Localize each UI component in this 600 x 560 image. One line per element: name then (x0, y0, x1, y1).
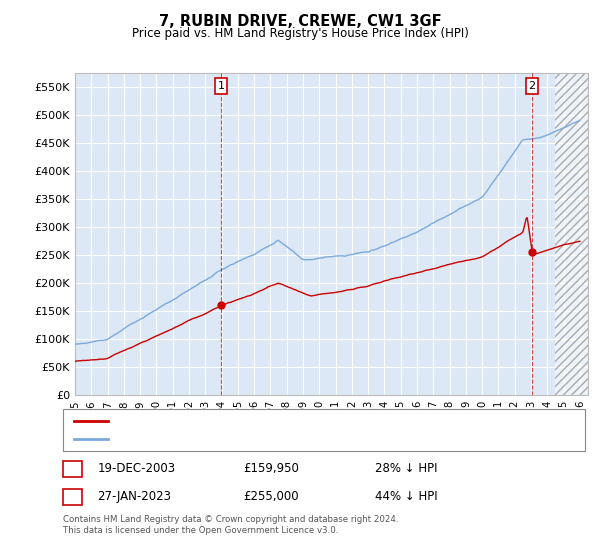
Text: 27-JAN-2023: 27-JAN-2023 (97, 490, 171, 503)
Text: £159,950: £159,950 (243, 462, 299, 475)
Text: 1: 1 (69, 462, 76, 475)
Text: 44% ↓ HPI: 44% ↓ HPI (375, 490, 437, 503)
Text: 28% ↓ HPI: 28% ↓ HPI (375, 462, 437, 475)
Text: 7, RUBIN DRIVE, CREWE, CW1 3GF (detached house): 7, RUBIN DRIVE, CREWE, CW1 3GF (detached… (112, 416, 401, 426)
Text: HPI: Average price, detached house, Cheshire East: HPI: Average price, detached house, Ches… (112, 434, 389, 444)
Text: £255,000: £255,000 (243, 490, 299, 503)
Bar (556, 73, 588, 395)
Text: 2: 2 (529, 81, 536, 91)
Text: 2: 2 (69, 490, 76, 503)
Text: Price paid vs. HM Land Registry's House Price Index (HPI): Price paid vs. HM Land Registry's House … (131, 27, 469, 40)
Text: 19-DEC-2003: 19-DEC-2003 (97, 462, 175, 475)
Text: Contains HM Land Registry data © Crown copyright and database right 2024.
This d: Contains HM Land Registry data © Crown c… (63, 515, 398, 535)
Text: 1: 1 (217, 81, 224, 91)
Text: 7, RUBIN DRIVE, CREWE, CW1 3GF: 7, RUBIN DRIVE, CREWE, CW1 3GF (158, 14, 442, 29)
